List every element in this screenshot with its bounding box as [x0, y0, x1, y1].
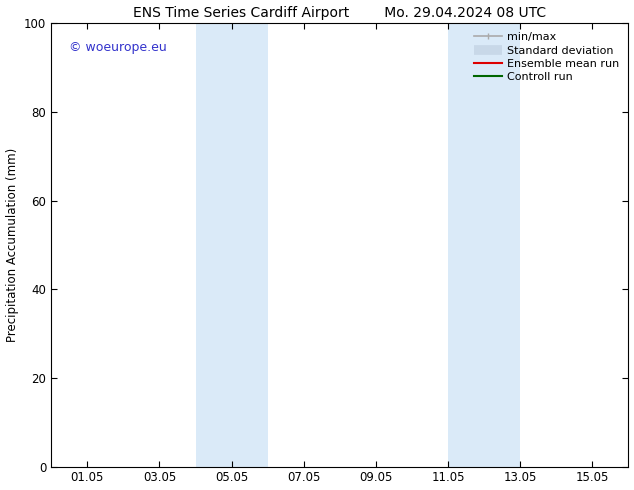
Title: ENS Time Series Cardiff Airport        Mo. 29.04.2024 08 UTC: ENS Time Series Cardiff Airport Mo. 29.0… — [133, 5, 547, 20]
Legend: min/max, Standard deviation, Ensemble mean run, Controll run: min/max, Standard deviation, Ensemble me… — [470, 29, 623, 86]
Y-axis label: Precipitation Accumulation (mm): Precipitation Accumulation (mm) — [6, 148, 18, 342]
Text: © woeurope.eu: © woeurope.eu — [68, 41, 166, 54]
Bar — [195, 24, 268, 466]
Bar — [448, 24, 521, 466]
